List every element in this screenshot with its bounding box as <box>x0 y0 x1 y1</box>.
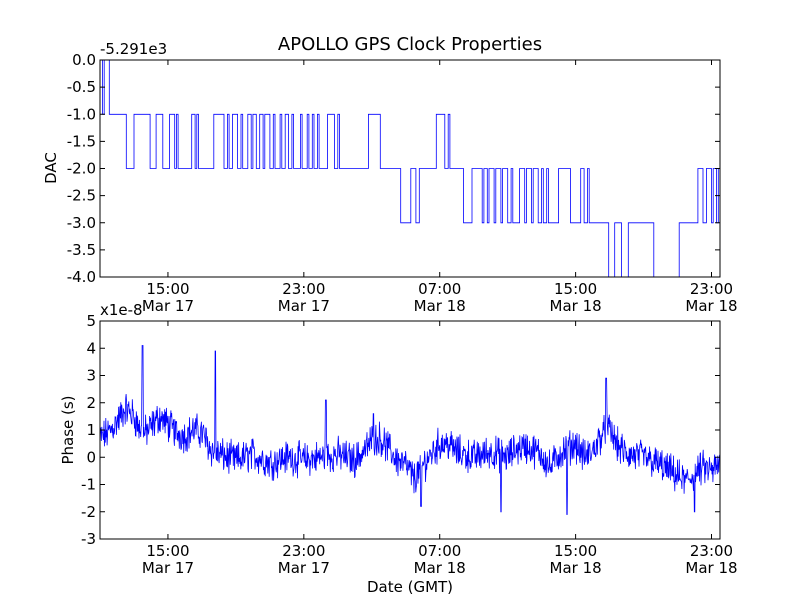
dac-y-tick-label: 0.0 <box>72 51 96 69</box>
phase-y-tick-label: 5 <box>86 312 96 330</box>
phase-x-tick-time: 23:00 <box>282 542 325 560</box>
phase-y-ticks: 5 4 3 2 1 0 -1 -2 -3 <box>81 312 720 548</box>
phase-x-axis-label: Date (GMT) <box>367 578 453 596</box>
phase-y-axis-label: Phase (s) <box>59 395 77 464</box>
dac-y-tick-label: -2.5 <box>67 187 96 205</box>
dac-x-tick-time: 15:00 <box>554 280 597 298</box>
dac-y-tick-label: -3.0 <box>67 214 96 232</box>
phase-x-tick-time: 07:00 <box>418 542 461 560</box>
dac-x-tick-time: 15:00 <box>146 280 189 298</box>
dac-x-tick-date: Mar 17 <box>142 297 194 315</box>
phase-y-tick-label: 2 <box>86 394 96 412</box>
phase-y-tick-label: -2 <box>81 503 96 521</box>
dac-series <box>100 59 721 278</box>
dac-y-axis-label: DAC <box>42 152 60 184</box>
phase-y-tick-label: 0 <box>86 448 96 466</box>
chart-title: APOLLO GPS Clock Properties <box>278 34 542 55</box>
dac-x-tick-time: 23:00 <box>282 280 325 298</box>
phase-y-tick-label: -3 <box>81 530 96 548</box>
dac-plot-frame <box>99 59 721 278</box>
phase-y-tick-label: 1 <box>86 421 96 439</box>
dac-y-tick-label: -1.0 <box>67 105 96 123</box>
dac-y-tick-label: -0.5 <box>67 78 96 96</box>
dac-x-tick-time: 23:00 <box>690 280 733 298</box>
phase-x-tick-date: Mar 18 <box>685 559 737 577</box>
phase-line <box>99 345 721 515</box>
dac-offset-text: -5.291e3 <box>100 40 167 58</box>
phase-y-tick-label: 4 <box>86 339 96 357</box>
phase-series <box>99 345 721 515</box>
phase-offset-text: x1e-8 <box>100 301 143 319</box>
phase-y-tick-label: -1 <box>81 476 96 494</box>
phase-x-tick-time: 15:00 <box>554 542 597 560</box>
dac-plot: 0.0 -0.5 -1.0 -1.5 -2.0 -2.5 -3.0 -3.5 -4.0 15:0… <box>42 40 738 315</box>
dac-x-tick-date: Mar 17 <box>278 297 330 315</box>
dac-x-tick-date: Mar 18 <box>414 297 466 315</box>
dac-y-ticks: 0.0 -0.5 -1.0 -1.5 -2.0 -2.5 -3.0 -3.5 -4.0 <box>67 51 720 286</box>
phase-x-tick-time: 23:00 <box>690 542 733 560</box>
dac-y-tick-label: -1.5 <box>67 132 96 150</box>
phase-x-tick-date: Mar 17 <box>142 559 194 577</box>
dac-y-tick-label: -3.5 <box>67 241 96 259</box>
dac-step-line <box>100 59 721 278</box>
phase-x-tick-date: Mar 18 <box>414 559 466 577</box>
dac-y-tick-label: -4.0 <box>67 268 96 286</box>
phase-x-tick-date: Mar 17 <box>278 559 330 577</box>
phase-x-tick-time: 15:00 <box>146 542 189 560</box>
dac-x-tick-date: Mar 18 <box>550 297 602 315</box>
dac-x-tick-time: 07:00 <box>418 280 461 298</box>
phase-y-tick-label: 3 <box>86 367 96 385</box>
dac-y-tick-label: -2.0 <box>67 160 96 178</box>
dac-x-tick-date: Mar 18 <box>685 297 737 315</box>
phase-x-tick-date: Mar 18 <box>550 559 602 577</box>
